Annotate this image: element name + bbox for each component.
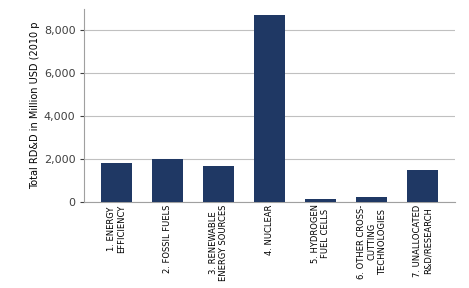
Bar xyxy=(152,159,183,202)
Bar xyxy=(305,199,336,202)
Bar xyxy=(408,170,438,202)
Bar xyxy=(101,163,132,202)
Bar xyxy=(254,15,285,202)
Bar xyxy=(356,197,387,202)
Bar xyxy=(204,166,234,202)
Y-axis label: Total RD&D in Million USD (2010 p: Total RD&D in Million USD (2010 p xyxy=(30,21,39,189)
